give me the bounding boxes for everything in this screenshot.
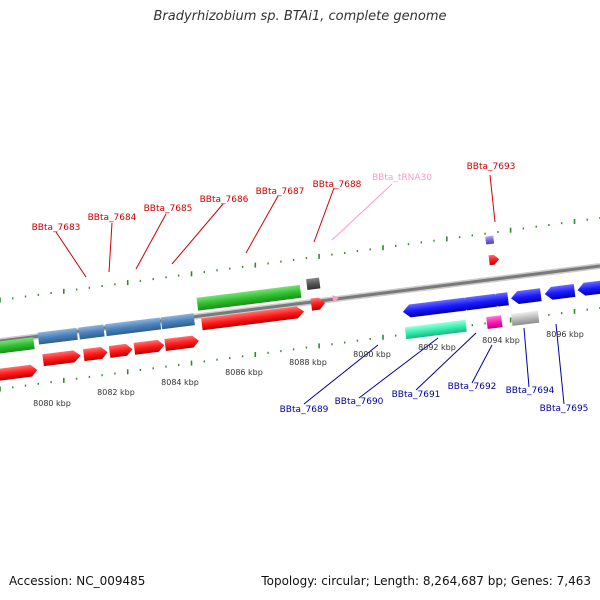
length-value: 8,264,687 bp [422, 574, 503, 588]
kbp-scale-labels: 8080 kbp 8082 kbp 8084 kbp 8086 kbp 8088… [33, 330, 584, 408]
length-label: Length: [373, 574, 420, 588]
trna-arrow[interactable] [332, 294, 339, 303]
genes-label: Genes: [510, 574, 553, 588]
genome-summary: Topology: circular; Length: 8,264,687 bp… [261, 574, 591, 588]
kbp-label: 8096 kbp [546, 330, 584, 339]
forward-arrow[interactable] [0, 364, 38, 382]
gene-label-7694[interactable]: BBta_7694 [506, 386, 555, 396]
reverse-arrow[interactable] [510, 288, 542, 305]
forward-arrow[interactable] [108, 343, 133, 358]
forward-arrow[interactable] [201, 306, 305, 331]
gene-label-7685[interactable]: BBta_7685 [144, 204, 193, 214]
top-label-leaders [55, 174, 496, 278]
top-scale-ruler [0, 217, 600, 303]
bottom-gene-labels: BBta_7689 BBta_7690 BBta_7691 BBta_7692 … [280, 382, 589, 415]
gene-label-7687[interactable]: BBta_7687 [256, 187, 305, 197]
gene-label-7688[interactable]: BBta_7688 [313, 180, 362, 190]
gene-7691-bar[interactable] [404, 319, 467, 340]
kbp-label: 8084 kbp [161, 378, 199, 387]
kbp-label: 8094 kbp [482, 336, 520, 345]
gene-label-7691[interactable]: BBta_7691 [392, 390, 441, 400]
gene-7693-bar[interactable] [485, 235, 495, 245]
map-title: Bradyrhizobium sp. BTAi1, complete genom… [153, 9, 447, 24]
forward-arrow[interactable] [42, 350, 81, 367]
kbp-label: 8082 kbp [97, 388, 135, 397]
forward-arrow[interactable] [133, 339, 165, 355]
gene-label-7689[interactable]: BBta_7689 [280, 405, 329, 415]
topology-label: Topology: [261, 574, 318, 588]
reverse-arrow[interactable] [459, 293, 497, 311]
top-gene-labels: BBta_7683 BBta_7684 BBta_7685 BBta_7686 … [32, 162, 516, 233]
reverse-arrow[interactable] [577, 278, 600, 296]
reverse-arrow[interactable] [402, 297, 467, 319]
gene-label-trna30[interactable]: BBta_tRNA30 [372, 173, 432, 183]
gene-7694-bar[interactable] [510, 310, 540, 326]
gene-7692-bar[interactable] [486, 315, 503, 330]
trna-30-box[interactable] [306, 277, 321, 290]
accession-value: NC_009485 [76, 574, 146, 588]
gene-label-7690[interactable]: BBta_7690 [335, 397, 384, 407]
accession-label: Accession: [9, 574, 73, 588]
kbp-label: 8086 kbp [225, 368, 263, 377]
gene-label-7684[interactable]: BBta_7684 [88, 213, 137, 223]
topology-value: circular [321, 574, 366, 588]
forward-strand [0, 254, 500, 382]
kbp-label: 8090 kbp [353, 350, 391, 359]
gene-label-7686[interactable]: BBta_7686 [200, 195, 249, 205]
gene-7685-bar[interactable] [78, 324, 105, 340]
gene-label-7692[interactable]: BBta_7692 [448, 382, 497, 392]
gene-7688-bar[interactable] [196, 284, 302, 311]
reverse-arrow[interactable] [490, 292, 509, 307]
forward-arrow[interactable] [164, 335, 199, 351]
kbp-label: 8080 kbp [33, 399, 71, 408]
gene-7684-bar[interactable] [37, 327, 78, 345]
accession-info: Accession: NC_009485 [9, 574, 145, 588]
bottom-label-leaders [303, 323, 565, 405]
gene-7687-bar[interactable] [160, 313, 195, 330]
forward-arrow[interactable] [488, 254, 500, 266]
gene-label-7693[interactable]: BBta_7693 [467, 162, 516, 172]
kbp-label: 8088 kbp [289, 358, 327, 367]
gene-7686-bar[interactable] [105, 317, 162, 337]
forward-arrow[interactable] [310, 297, 326, 311]
genes-value: 7,463 [556, 574, 591, 588]
gene-track-upper [0, 235, 495, 355]
gene-track-lower [404, 310, 540, 340]
gene-7683-bar[interactable] [0, 337, 35, 355]
gene-label-7695[interactable]: BBta_7695 [540, 404, 589, 414]
gene-label-7683[interactable]: BBta_7683 [32, 223, 81, 233]
kbp-label: 8092 kbp [418, 343, 456, 352]
forward-arrow[interactable] [83, 346, 108, 362]
reverse-arrow[interactable] [544, 284, 576, 301]
reverse-strand [402, 278, 600, 318]
